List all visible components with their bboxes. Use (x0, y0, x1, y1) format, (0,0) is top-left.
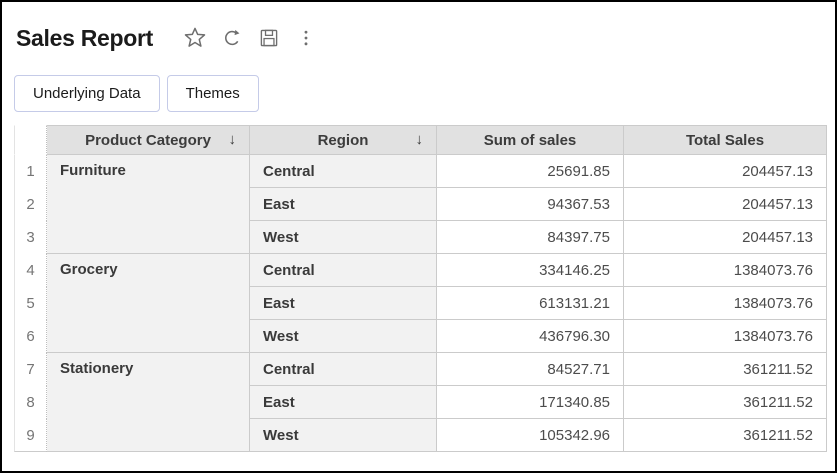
row-number-cell: 5 (14, 287, 47, 320)
table-row: 6 West 436796.30 1384073.76 (14, 320, 827, 353)
total-sales-cell[interactable]: 1384073.76 (624, 287, 827, 320)
total-sales-cell[interactable]: 1384073.76 (624, 254, 827, 287)
sum-of-sales-cell[interactable]: 105342.96 (437, 419, 624, 452)
row-number-cell: 2 (14, 188, 47, 221)
save-icon[interactable] (257, 26, 281, 50)
total-sales-cell[interactable]: 361211.52 (624, 419, 827, 452)
table-row: 9 West 105342.96 361211.52 (14, 419, 827, 452)
view-toolbar: Underlying Data Themes (14, 75, 835, 112)
total-sales-cell[interactable]: 1384073.76 (624, 320, 827, 353)
table-row: 8 East 171340.85 361211.52 (14, 386, 827, 419)
refresh-icon[interactable] (220, 26, 244, 50)
sort-desc-icon[interactable]: ↓ (228, 131, 237, 149)
table-row: 7 Stationery Central 84527.71 361211.52 (14, 353, 827, 452)
star-icon[interactable] (183, 26, 207, 50)
column-header-label: Region (317, 131, 369, 149)
region-cell[interactable]: East (250, 287, 437, 320)
sum-of-sales-cell[interactable]: 334146.25 (437, 254, 624, 287)
region-cell[interactable]: West (250, 221, 437, 254)
total-sales-cell[interactable]: 204457.13 (624, 188, 827, 221)
themes-button[interactable]: Themes (166, 75, 259, 112)
sum-of-sales-cell[interactable]: 84527.71 (437, 353, 624, 386)
table-body: 1 Furniture Central 25691.85 204457.13 2 East 9… (14, 155, 827, 452)
table-row: 2 East 94367.53 204457.13 (14, 188, 827, 221)
region-cell[interactable]: Central (250, 155, 437, 188)
sum-of-sales-cell[interactable]: 25691.85 (437, 155, 624, 188)
region-cell[interactable]: East (250, 386, 437, 419)
row-number-cell: 9 (14, 419, 47, 452)
product-category-cell[interactable]: Grocery (47, 254, 250, 353)
sum-of-sales-cell[interactable]: 436796.30 (437, 320, 624, 353)
row-number-cell: 7 (14, 353, 47, 386)
total-sales-cell[interactable]: 361211.52 (624, 386, 827, 419)
header-icon-group (183, 26, 318, 50)
sum-of-sales-cell[interactable]: 171340.85 (437, 386, 624, 419)
row-number-cell: 4 (14, 254, 47, 287)
table-row: 3 West 84397.75 204457.13 (14, 221, 827, 254)
table-row: 4 Grocery Central 334146.25 1384073.76 (14, 254, 827, 353)
region-cell[interactable]: Central (250, 353, 437, 386)
row-number-cell: 8 (14, 386, 47, 419)
more-options-icon[interactable] (294, 26, 318, 50)
underlying-data-button[interactable]: Underlying Data (14, 75, 160, 112)
row-number-header (14, 125, 47, 155)
table-row: 1 Furniture Central 25691.85 204457.13 (14, 155, 827, 254)
column-header-label: Product Category (85, 131, 211, 149)
column-header-region[interactable]: Region ↓ (250, 125, 437, 155)
total-sales-cell[interactable]: 204457.13 (624, 221, 827, 254)
region-cell[interactable]: Central (250, 254, 437, 287)
column-header-sum-of-sales[interactable]: Sum of sales (437, 125, 624, 155)
table-row: 5 East 613131.21 1384073.76 (14, 287, 827, 320)
row-number-cell: 6 (14, 320, 47, 353)
total-sales-cell[interactable]: 361211.52 (624, 353, 827, 386)
sort-desc-icon[interactable]: ↓ (415, 131, 424, 149)
total-sales-cell[interactable]: 204457.13 (624, 155, 827, 188)
sum-of-sales-cell[interactable]: 613131.21 (437, 287, 624, 320)
row-number-cell: 3 (14, 221, 47, 254)
region-cell[interactable]: East (250, 188, 437, 221)
sum-of-sales-cell[interactable]: 84397.75 (437, 221, 624, 254)
sum-of-sales-cell[interactable]: 94367.53 (437, 188, 624, 221)
row-number-cell: 1 (14, 155, 47, 188)
region-cell[interactable]: West (250, 320, 437, 353)
region-cell[interactable]: West (250, 419, 437, 452)
table-header-row: Product Category ↓ Region ↓ Sum of sales… (14, 125, 827, 155)
product-category-cell[interactable]: Stationery (47, 353, 250, 452)
product-category-cell[interactable]: Furniture (47, 155, 250, 254)
column-header-total-sales[interactable]: Total Sales (624, 125, 827, 155)
page-title: Sales Report (16, 24, 154, 51)
report-header: Sales Report (2, 2, 835, 58)
column-header-product-category[interactable]: Product Category ↓ (47, 125, 250, 155)
sales-table: Product Category ↓ Region ↓ Sum of sales… (14, 125, 827, 452)
